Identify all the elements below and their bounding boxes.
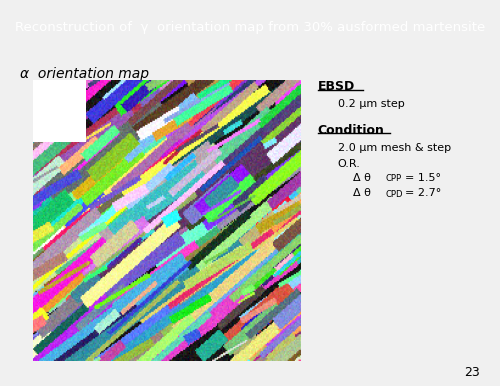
Text: 23: 23: [464, 366, 480, 379]
Text: CPP: CPP: [385, 174, 401, 183]
Text: Reconstruction of  γ  orientation map from 30% ausformed martensite: Reconstruction of γ orientation map from…: [15, 21, 485, 34]
Text: Condition: Condition: [318, 124, 384, 137]
Text: 0.2 μm step: 0.2 μm step: [338, 99, 404, 109]
Text: CPD: CPD: [385, 190, 402, 198]
Text: EBSD: EBSD: [318, 80, 355, 93]
Text: 2.0 μm mesh & step: 2.0 μm mesh & step: [338, 142, 450, 152]
Text: = 1.5°: = 1.5°: [405, 173, 441, 183]
Text: Δ θ: Δ θ: [352, 188, 370, 198]
Text: 20 μm: 20 μm: [207, 335, 243, 345]
Text: Δ θ: Δ θ: [352, 173, 370, 183]
Text: O.R.: O.R.: [338, 159, 360, 169]
Text: α  orientation map: α orientation map: [20, 67, 149, 81]
Text: = 2.7°: = 2.7°: [405, 188, 442, 198]
Bar: [32, 80, 86, 142]
Text: C.A.: C.A.: [46, 325, 69, 335]
